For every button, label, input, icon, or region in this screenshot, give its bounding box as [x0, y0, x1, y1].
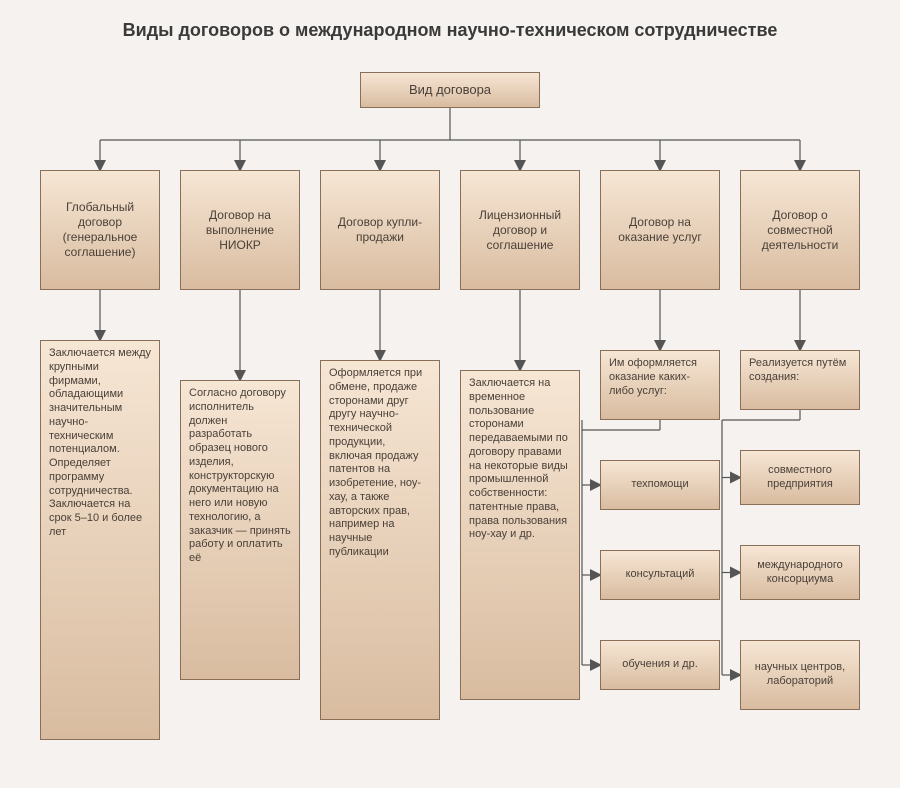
type-box-4: Лицензионный договор и соглашение — [460, 170, 580, 290]
col6-item-1: совместного предприятия — [740, 450, 860, 505]
detail-box-1: Заключается между крупными фирмами, обла… — [40, 340, 160, 740]
root-node: Вид договора — [360, 72, 540, 108]
diagram-title: Виды договоров о международном научно-те… — [0, 20, 900, 41]
col5-item-1: техпомощи — [600, 460, 720, 510]
type-box-3: Договор купли-продажи — [320, 170, 440, 290]
col5-item-2: консультаций — [600, 550, 720, 600]
type-box-1: Глобальный договор (генеральное соглашен… — [40, 170, 160, 290]
col6-item-3: научных центров, лабораторий — [740, 640, 860, 710]
type-box-5: Договор на оказание услуг — [600, 170, 720, 290]
col5-head: Им оформляется оказание каких-либо услуг… — [600, 350, 720, 420]
col5-item-3: обучения и др. — [600, 640, 720, 690]
detail-box-2: Согласно договору исполнитель должен раз… — [180, 380, 300, 680]
type-box-2: Договор на выполнение НИОКР — [180, 170, 300, 290]
type-box-6: Договор о совместной деятельности — [740, 170, 860, 290]
col6-item-2: международного консорциума — [740, 545, 860, 600]
detail-box-3: Оформляется при обмене, продаже сторонам… — [320, 360, 440, 720]
col6-head: Реализуется путём создания: — [740, 350, 860, 410]
detail-box-4: Заключается на временное пользование сто… — [460, 370, 580, 700]
